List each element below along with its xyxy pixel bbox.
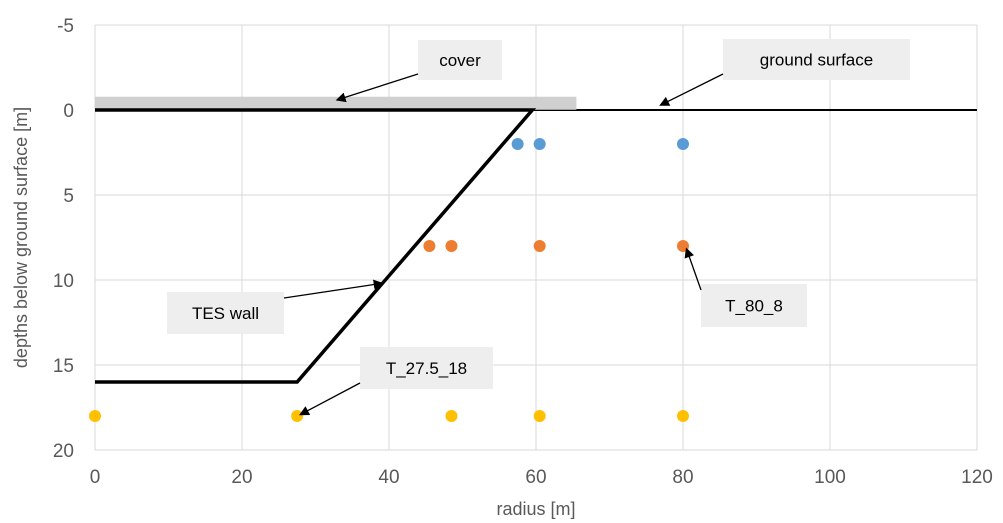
line-layer <box>95 96 977 384</box>
x-axis-title: radius [m] <box>496 499 575 519</box>
x-tick-label: 20 <box>231 467 252 488</box>
x-tick-label: 40 <box>378 467 399 488</box>
annotation-box <box>418 40 502 80</box>
y-axis-title: depths below ground surface [m] <box>11 107 31 368</box>
data-point <box>677 410 689 422</box>
data-point <box>677 138 689 150</box>
annotation-tes-wall: TES wall <box>167 279 384 334</box>
grid <box>94 24 978 451</box>
data-point <box>89 410 101 422</box>
annotation-cover: cover <box>335 40 502 103</box>
x-tick-label: 120 <box>961 467 993 488</box>
annotation-box <box>360 347 493 389</box>
y-tick-label: 5 <box>63 186 74 207</box>
annotation-box <box>701 284 807 327</box>
annotation-layer: cover ground surface TES wall T_80_8 T_27.5_… <box>167 39 910 416</box>
data-point <box>445 410 458 422</box>
data-point <box>533 138 546 150</box>
y-tick-label: 15 <box>53 356 74 377</box>
annotation-t-80-8: T_80_8 <box>684 247 807 327</box>
annotation-label: T_27.5_18 <box>386 359 467 378</box>
annotation-label: T_80_8 <box>725 297 783 316</box>
y-tick-label: 20 <box>53 441 74 462</box>
x-tick-label: 80 <box>672 467 693 488</box>
tick-layer: 0 20 40 60 80 100 120 -5 0 5 10 15 20 <box>53 16 993 488</box>
y-tick-label: -5 <box>57 16 74 37</box>
annotation-ground-surface: ground surface <box>659 39 910 106</box>
data-point <box>423 240 436 252</box>
annotation-t-27-5-18: T_27.5_18 <box>299 347 493 416</box>
annotation-arrow <box>299 382 361 416</box>
annotation-arrow <box>684 247 702 291</box>
y-tick-label: 10 <box>53 271 74 292</box>
data-point <box>533 410 546 422</box>
data-point <box>511 138 524 150</box>
x-tick-label: 100 <box>814 467 846 488</box>
annotation-arrow <box>659 73 724 106</box>
data-point <box>445 240 458 252</box>
annotation-label: TES wall <box>192 304 259 323</box>
annotation-label: ground surface <box>760 51 873 70</box>
data-point <box>291 410 304 422</box>
annotation-arrow <box>283 279 384 299</box>
data-point <box>533 240 546 252</box>
annotation-box <box>723 39 910 80</box>
x-tick-label: 60 <box>525 467 546 488</box>
annotation-label: cover <box>439 51 481 70</box>
x-tick-label: 0 <box>90 467 101 488</box>
annotation-box <box>167 292 284 334</box>
tes-wall-line <box>95 108 537 384</box>
y-tick-label: 0 <box>63 101 74 122</box>
annotation-arrow <box>335 73 419 103</box>
